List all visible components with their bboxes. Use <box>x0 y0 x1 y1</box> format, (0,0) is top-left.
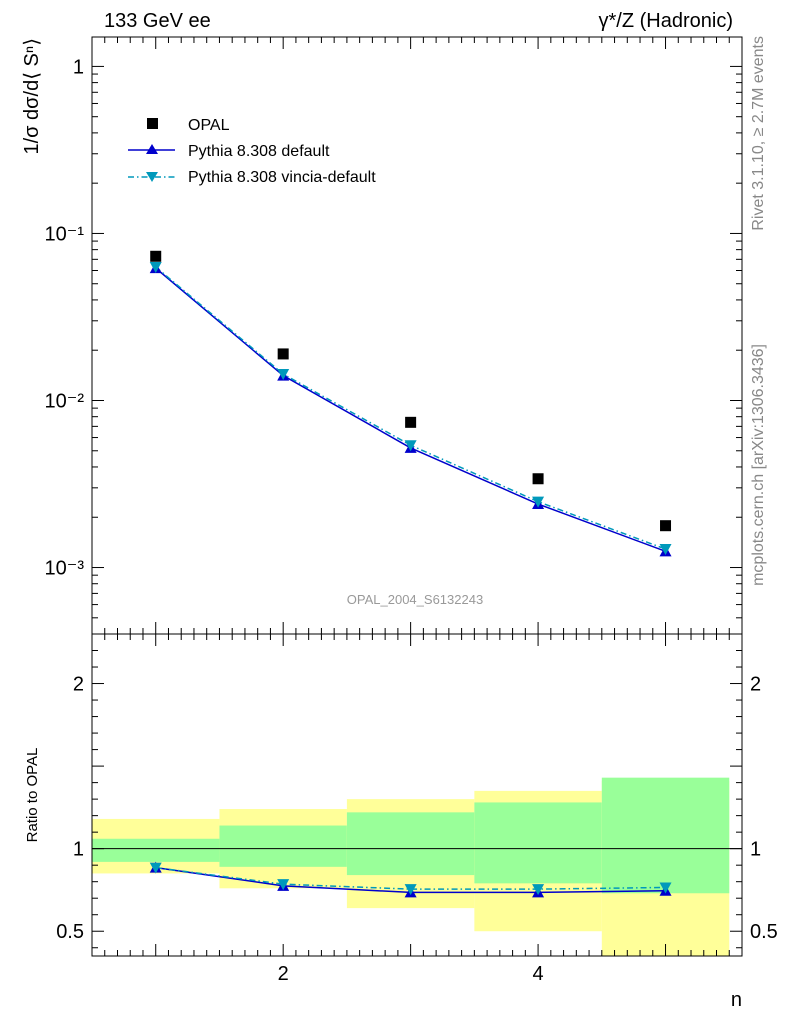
green-band-2 <box>346 812 475 876</box>
watermark: OPAL_2004_S6132243 <box>347 592 483 607</box>
x-tick-label: 2 <box>278 963 289 985</box>
ratio-frame <box>91 633 743 957</box>
plot-frames <box>91 36 743 957</box>
legend-label-vincia: Pythia 8.308 vincia-default <box>188 169 376 186</box>
green-band-3 <box>474 802 602 884</box>
ratio-ytick-label-right: 0.5 <box>750 921 778 943</box>
ratio-bands <box>92 777 742 956</box>
x-tick-label: 4 <box>533 963 544 985</box>
header-left: 133 GeV ee <box>104 10 211 32</box>
main-point-pythia-8-308-vincia-default <box>404 440 417 452</box>
main-point-opal <box>277 348 289 360</box>
main-ytick-label: 1 <box>73 56 84 78</box>
legend-marker-opal <box>147 118 158 129</box>
main-point-opal <box>532 473 544 485</box>
main-ytick-label: 10⁻¹ <box>45 223 85 245</box>
ratio-ylabel: Ratio to OPAL <box>24 748 41 843</box>
ratio-point-pythia-8-308-vincia-default <box>659 882 672 894</box>
legend-marker-default <box>146 144 158 154</box>
main-point-pythia-8-308-vincia-default <box>659 544 672 556</box>
header-right: γ*/Z (Hadronic) <box>599 10 733 32</box>
main-point-pythia-8-308-vincia-default <box>277 369 290 381</box>
data-markers <box>149 250 672 898</box>
main-point-pythia-8-308-vincia-default <box>149 261 162 273</box>
legend-marker-vincia <box>146 172 158 182</box>
ratio-line-pythia-8-308-vincia-default <box>155 866 666 890</box>
ratio-point-pythia-8-308-vincia-default <box>532 884 545 896</box>
green-band-4 <box>601 777 730 894</box>
green-band-0 <box>92 838 220 862</box>
rivet-side-label: Rivet 3.1.10, ≥ 2.7M events <box>750 36 767 231</box>
main-ytick-label: 10⁻³ <box>45 558 85 580</box>
main-ytick-label: 10⁻² <box>45 390 85 412</box>
ratio-point-pythia-8-308-vincia-default <box>149 862 162 874</box>
ratio-point-pythia-8-308-vincia-default <box>404 884 417 896</box>
ratio-point-pythia-8-308-vincia-default <box>277 879 290 891</box>
ratio-ytick-label-right: 1 <box>750 839 761 861</box>
main-point-opal <box>405 416 417 428</box>
axis-ticks <box>92 37 742 956</box>
green-band-1 <box>219 825 347 867</box>
main-line-pythia-8-308-default <box>155 267 666 553</box>
main-point-opal <box>150 250 162 262</box>
ratio-ytick-label-left: 1 <box>73 839 84 861</box>
ratio-ytick-label-right: 2 <box>750 674 761 696</box>
legend-label-default: Pythia 8.308 default <box>188 143 330 160</box>
axis-labels: 1 10⁻¹ 10⁻² 10⁻³ 0.5 0.5 1 1 2 2 2 4 <box>45 56 778 985</box>
main-point-pythia-8-308-vincia-default <box>532 496 545 508</box>
legend-label-opal: OPAL <box>188 117 230 134</box>
ratio-ytick-label-left: 2 <box>73 674 84 696</box>
mcplots-side-label: mcplots.cern.ch [arXiv:1306.3436] <box>750 344 767 586</box>
ratio-ytick-label-left: 0.5 <box>56 921 84 943</box>
x-axis-label: n <box>731 989 742 1011</box>
main-point-opal <box>660 520 672 532</box>
main-line-pythia-8-308-vincia-default <box>155 266 666 550</box>
legend: OPAL Pythia 8.308 default Pythia 8.308 v… <box>128 117 376 186</box>
main-ylabel: 1/σ dσ/d⟨ Sⁿ⟩ <box>21 38 43 155</box>
